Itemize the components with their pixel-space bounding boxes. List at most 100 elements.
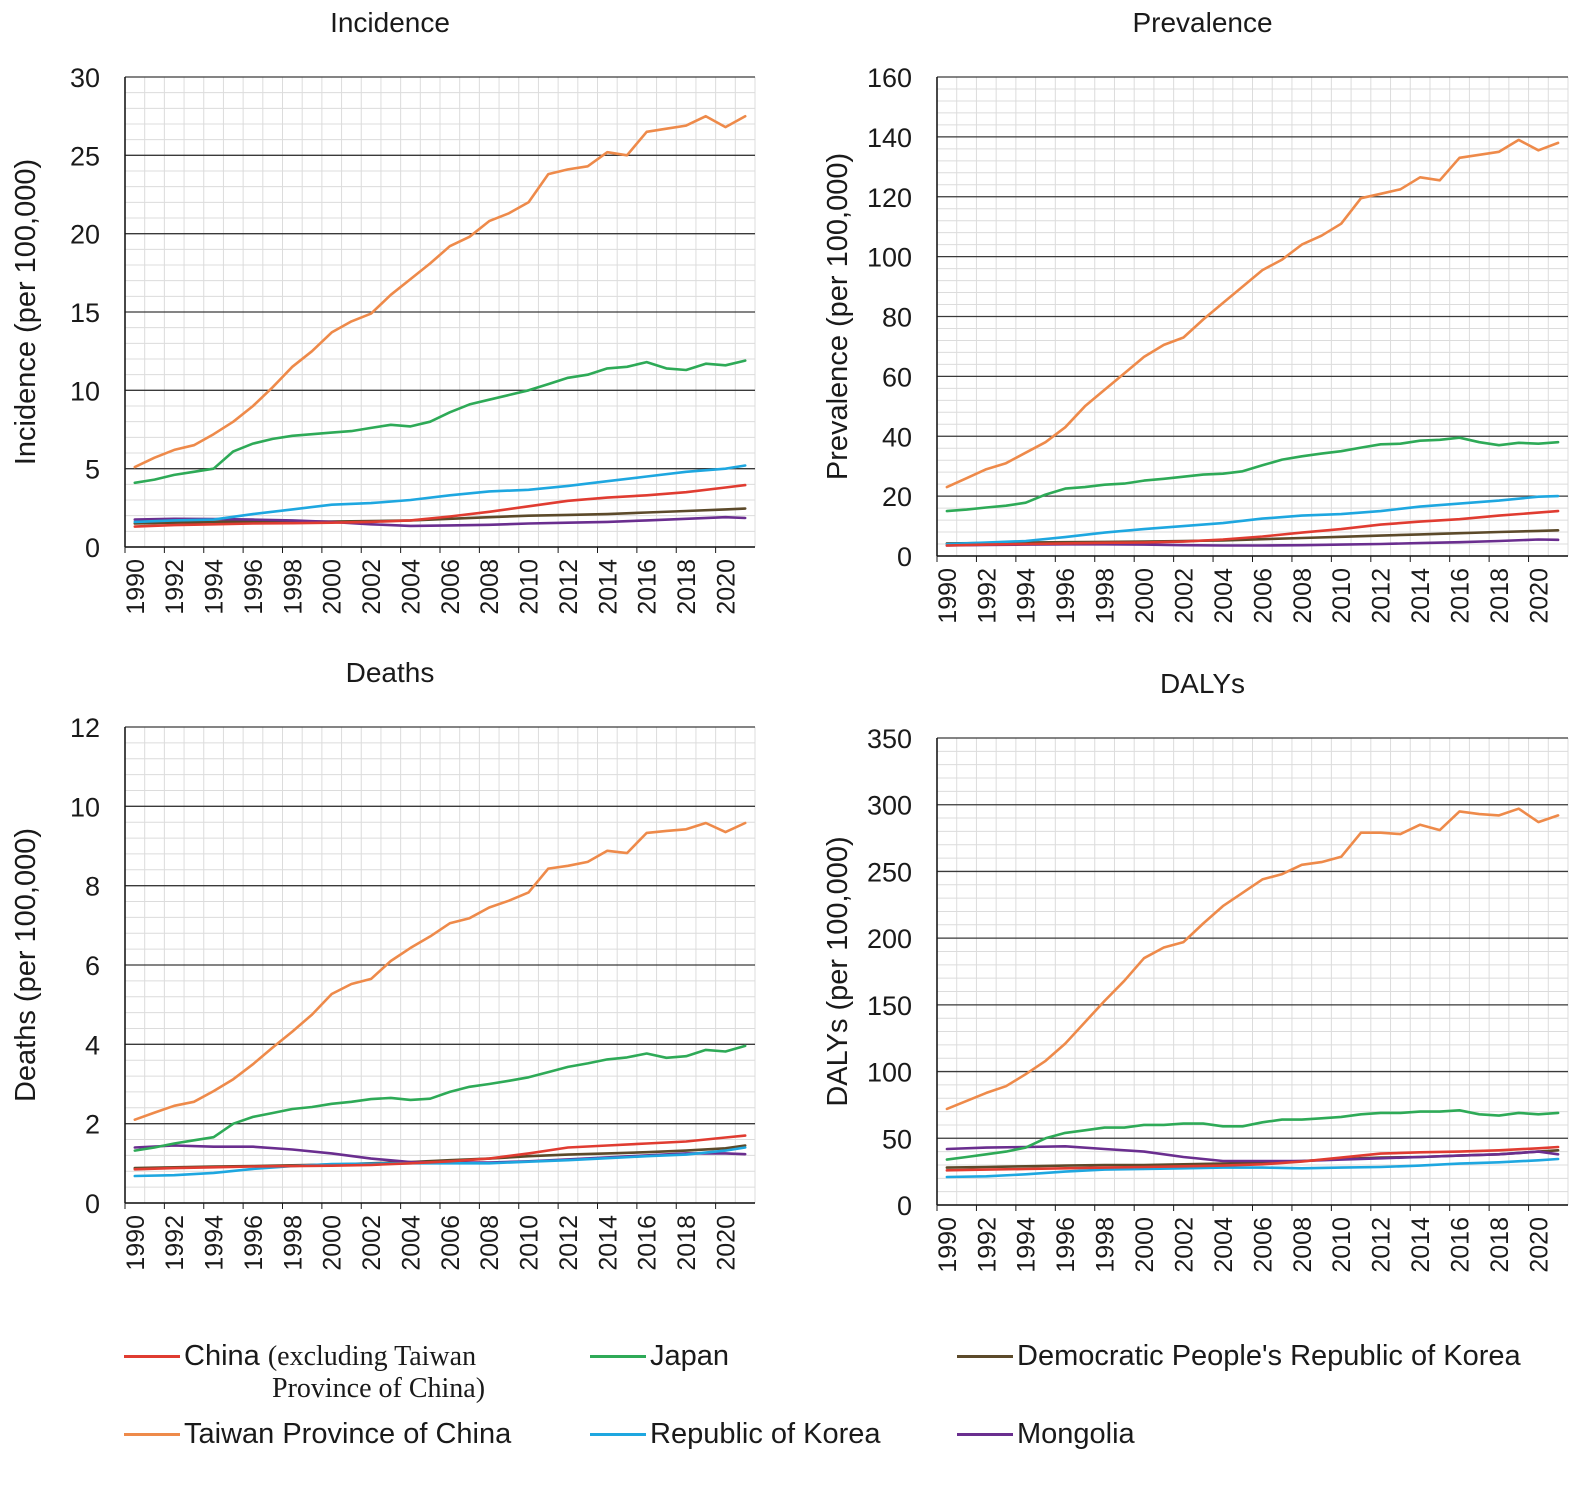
x-tick-label: 2010	[1328, 568, 1356, 624]
chart-title: Prevalence	[1132, 7, 1272, 38]
x-tick-label: 2016	[634, 559, 662, 615]
x-tick-label: 2018	[673, 559, 701, 615]
y-axis-label: DALYs (per 100,000)	[822, 836, 854, 1106]
series-line-0	[945, 1145, 1560, 1172]
legend-item-japan: Japan	[590, 1340, 729, 1372]
legend-label-china: China	[184, 1340, 260, 1372]
series-line-5	[133, 515, 747, 528]
y-tick-label: 12	[70, 713, 100, 743]
y-tick-label: 40	[882, 422, 912, 452]
series-line-2	[133, 1044, 747, 1152]
x-tick-label: 1994	[1013, 568, 1041, 624]
chart-deaths: 0 2 4 6 8 10 12 1990 1992 1994 1996 1998 2000 2002 200…	[10, 657, 756, 1271]
y-tick-label: 0	[85, 1189, 100, 1219]
x-tick-label: 2018	[1486, 1217, 1514, 1273]
y-axis-label: Deaths (per 100,000)	[10, 828, 42, 1102]
y-axis-label: Prevalence (per 100,000)	[822, 153, 854, 480]
y-tick-label: 60	[882, 362, 912, 392]
x-tick-label: 2006	[437, 559, 465, 615]
x-tick-label: 1990	[122, 1215, 150, 1271]
y-tick-label: 5	[85, 455, 100, 485]
chart-incidence: 0 5 10 15 20 25 30 1990 1992 1994 1996 1998 2000 2002…	[10, 7, 756, 615]
series-line-1	[945, 138, 1560, 489]
x-tick-label: 2002	[358, 1215, 386, 1271]
x-tick-label: 2002	[1170, 568, 1198, 624]
x-tick-label: 2012	[555, 559, 583, 615]
legend-label-japan: Japan	[650, 1340, 730, 1372]
x-tick-label: 2002	[358, 559, 386, 615]
y-tick-label: 0	[897, 542, 912, 572]
legend-item-mongolia: Mongolia	[957, 1418, 1135, 1450]
y-tick-label: 25	[70, 141, 100, 171]
x-tick-label: 2000	[319, 559, 347, 615]
x-tick-label: 2012	[1368, 1217, 1396, 1273]
y-tick-label: 150	[867, 991, 912, 1021]
legend-swatch-china	[124, 1355, 180, 1358]
x-tick-label: 2012	[1368, 568, 1396, 624]
chart-prevalence: 0 20 40 60 80 100 120 140 160 1990 1992 1994 1996 199…	[822, 7, 1569, 624]
y-tick-label: 250	[867, 857, 912, 887]
x-tick-label: 2002	[1170, 1217, 1198, 1273]
x-tick-label: 2010	[516, 559, 544, 615]
x-tick-label: 2008	[476, 559, 504, 615]
legend-item-korea: Republic of Korea	[590, 1418, 881, 1450]
x-tick-label: 2004	[1210, 1217, 1238, 1273]
y-tick-label: 120	[867, 183, 912, 213]
x-tick-label: 2020	[712, 1215, 740, 1271]
x-tick-label: 2010	[1328, 1217, 1356, 1273]
legend-label-taiwan: Taiwan Province of China	[184, 1418, 512, 1450]
chart-title: DALYs	[1160, 668, 1245, 699]
x-tick-label: 2004	[397, 1215, 425, 1271]
x-tick-label: 2016	[1447, 1217, 1475, 1273]
legend-item-dprk: Democratic People's Republic of Korea	[957, 1340, 1521, 1372]
legend-label-korea: Republic of Korea	[650, 1418, 881, 1450]
x-tick-label: 2012	[555, 1215, 583, 1271]
y-tick-label: 8	[85, 872, 100, 902]
x-tick-label: 1992	[973, 1217, 1001, 1273]
x-tick-label: 1990	[934, 1217, 962, 1273]
series-line-3	[945, 1157, 1560, 1179]
x-tick-label: 1990	[122, 559, 150, 615]
x-tick-label: 2008	[1289, 568, 1317, 624]
series-line-0	[945, 509, 1560, 547]
series-line-2	[945, 436, 1560, 513]
y-tick-label: 6	[85, 951, 100, 981]
series-line-3	[945, 494, 1560, 546]
x-tick-label: 2014	[1407, 568, 1435, 624]
legend-item-china: China (excluding Taiwan Province of Chin…	[124, 1340, 485, 1405]
x-tick-label: 2010	[516, 1215, 544, 1271]
y-tick-label: 50	[882, 1124, 912, 1154]
series-line-3	[133, 464, 747, 524]
x-tick-label: 1992	[973, 568, 1001, 624]
y-tick-label: 80	[882, 303, 912, 333]
series-line-0	[133, 1134, 747, 1171]
series-line-1	[133, 114, 747, 469]
x-tick-label: 2008	[476, 1215, 504, 1271]
legend-label-china-note-1: (excluding Taiwan	[267, 1341, 477, 1372]
legend-label-dprk: Democratic People's Republic of Korea	[1017, 1340, 1521, 1372]
x-tick-label: 1992	[161, 559, 189, 615]
series-line-1	[133, 821, 747, 1121]
x-tick-label: 2000	[1131, 1217, 1159, 1273]
x-tick-label: 1992	[161, 1215, 189, 1271]
y-axis-label: Incidence (per 100,000)	[10, 159, 42, 465]
legend-swatch-mongolia	[957, 1433, 1013, 1436]
y-tick-label: 15	[70, 298, 100, 328]
x-tick-label: 1996	[1052, 1217, 1080, 1273]
x-tick-label: 2004	[1210, 568, 1238, 624]
series-line-0	[133, 483, 747, 528]
x-tick-label: 2014	[1407, 1217, 1435, 1273]
x-tick-label: 2000	[1131, 568, 1159, 624]
x-tick-label: 2004	[397, 559, 425, 615]
x-tick-label: 1998	[1092, 1217, 1120, 1273]
x-tick-label: 2016	[1447, 568, 1475, 624]
series-line-2	[133, 359, 747, 485]
x-tick-label: 2016	[634, 1215, 662, 1271]
legend-item-taiwan: Taiwan Province of China	[124, 1418, 511, 1450]
x-tick-label: 2014	[594, 559, 622, 615]
x-tick-label: 1998	[279, 1215, 307, 1271]
x-tick-label: 1998	[279, 559, 307, 615]
legend-swatch-dprk	[957, 1355, 1013, 1358]
x-tick-label: 1996	[240, 1215, 268, 1271]
